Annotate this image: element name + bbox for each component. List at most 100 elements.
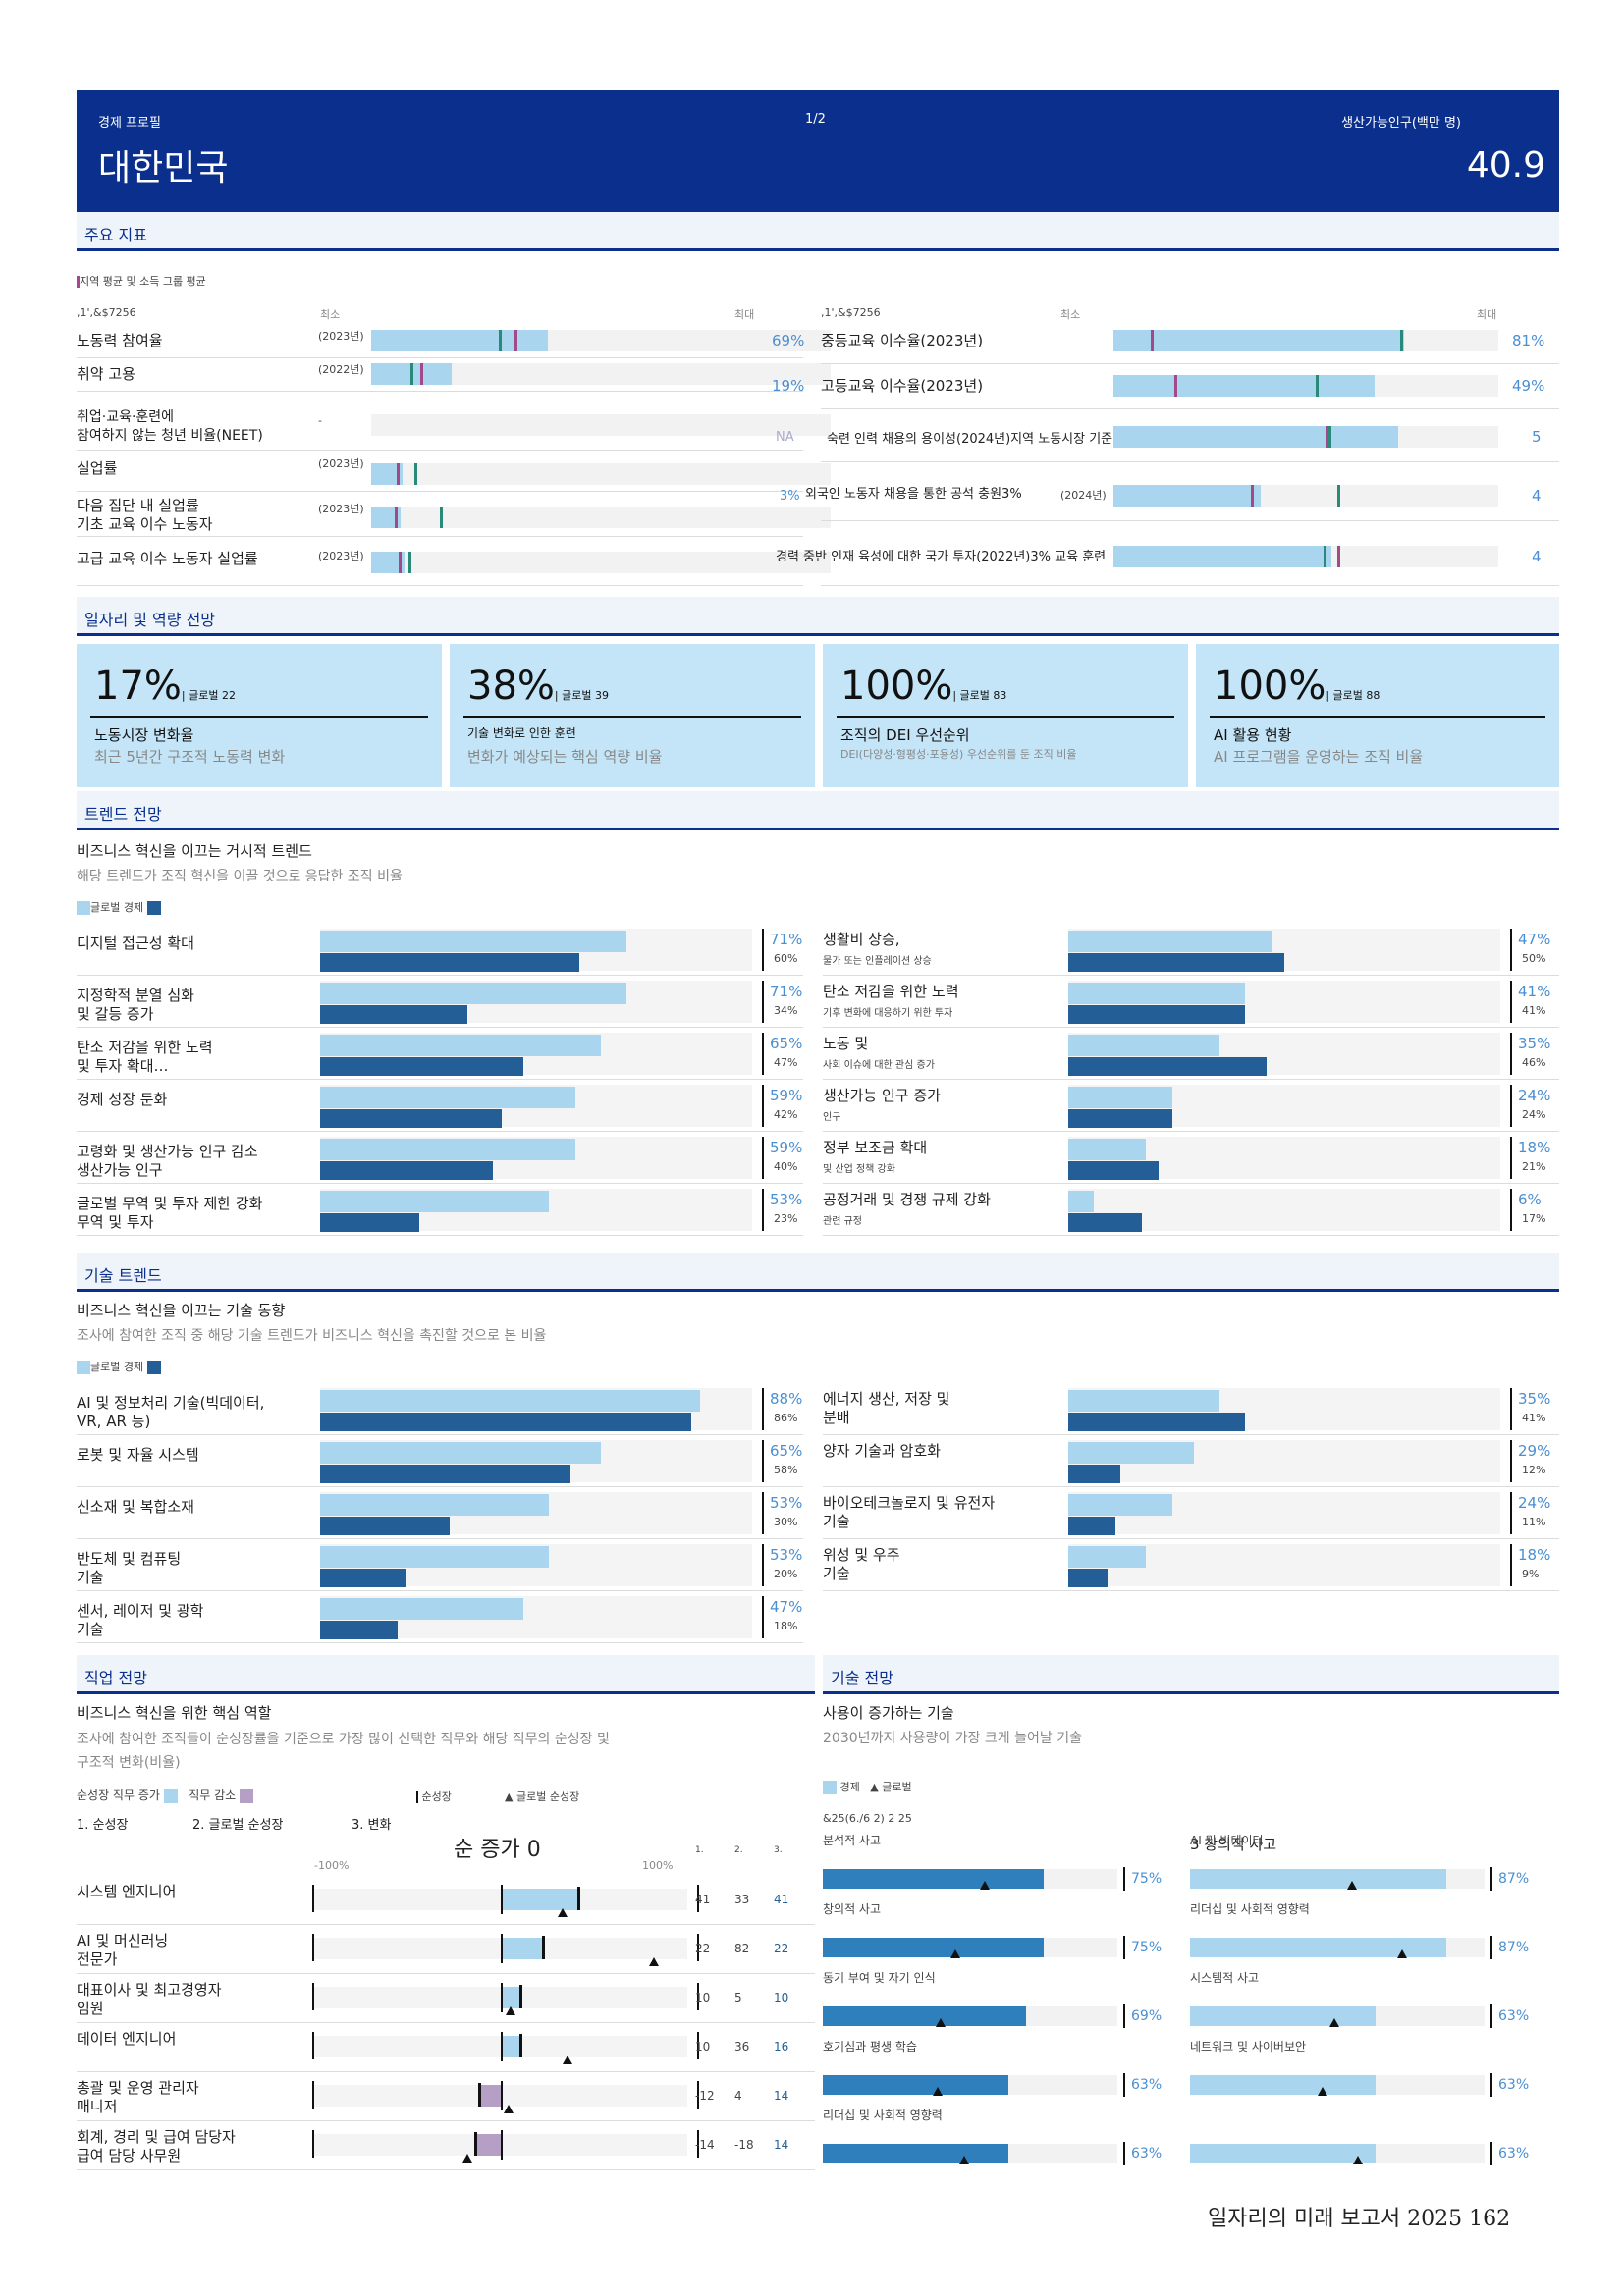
- axis-line: [1510, 1137, 1512, 1179]
- occupation-axis-title: 순 증가 0: [454, 1838, 541, 1862]
- trend-bar-bg: [1068, 1544, 1500, 1587]
- trend-bar-bg: [1068, 1189, 1500, 1232]
- card-value: 100%: [1214, 664, 1326, 709]
- trend-label: 에너지 생산, 저장 및 분배: [823, 1390, 950, 1426]
- global-bar: [1068, 1494, 1172, 1516]
- global-bar: [320, 1494, 550, 1516]
- skill-value: 69%: [1131, 2008, 1163, 2024]
- global-marker: [1353, 2156, 1363, 2164]
- indicator-value: 49%: [1512, 377, 1545, 395]
- indicator-year: (2023년): [318, 457, 364, 470]
- economy-value: 21%: [1522, 1160, 1546, 1173]
- trend-label: 노동 및: [823, 1035, 869, 1052]
- economy-bar: [1068, 1413, 1246, 1431]
- global-value: 65%: [770, 1442, 803, 1460]
- economy-bar: [320, 1569, 406, 1587]
- col-code-left: ,1',&$7256: [77, 306, 136, 319]
- global-marker: [959, 2156, 969, 2164]
- section-key-indicators: 주요 지표: [77, 212, 1559, 251]
- col-num-3: 3.: [774, 1845, 783, 1855]
- axis-line: [762, 1085, 764, 1127]
- col-num-2: 2.: [734, 1845, 743, 1855]
- trends-legend: 글로벌 경제: [77, 899, 161, 915]
- zero-line: [501, 2130, 503, 2160]
- indicator-bar: [1113, 485, 1498, 507]
- net-marker: [541, 1936, 545, 1959]
- indicator-value: 19%: [772, 377, 805, 395]
- global-value: 47%: [770, 1598, 803, 1616]
- economy-value: 9%: [1522, 1568, 1540, 1580]
- global-marker: [933, 2087, 943, 2096]
- axis-line: [1123, 1936, 1125, 1959]
- row-divider: [823, 1079, 1559, 1080]
- row-divider: [77, 2169, 815, 2170]
- occupation-col3: 3. 변화: [352, 1818, 392, 1833]
- axis-line: [1510, 1085, 1512, 1127]
- axis-line: [762, 981, 764, 1023]
- card-value: 17%: [94, 664, 182, 709]
- axis-line: [762, 1137, 764, 1179]
- row-divider: [77, 1183, 803, 1184]
- axis-line: [1510, 1492, 1512, 1534]
- skill-bar: [1190, 2144, 1376, 2163]
- global-value: 18%: [1518, 1546, 1551, 1564]
- net-bar: [501, 1987, 519, 2008]
- occupation-legend-global: ▲ 글로벌 순성장: [505, 1790, 580, 1803]
- axis-line: [762, 1033, 764, 1075]
- economy-bar: [320, 1213, 420, 1232]
- axis-left: [312, 2130, 314, 2158]
- occupation-c1: 22: [695, 1942, 711, 1955]
- axis-line: [1490, 2142, 1492, 2165]
- net-marker: [478, 2083, 482, 2107]
- axis-left: [312, 1934, 314, 1961]
- trend-label: AI 및 정보처리 기술(빅데이터, VR, AR 등): [77, 1394, 265, 1430]
- trend-label: 탄소 저감을 위한 노력 및 투자 확대…: [77, 1039, 213, 1075]
- row-divider: [77, 1486, 803, 1487]
- skill-label: 시스템적 사고: [1190, 1971, 1260, 1985]
- indicator-bar: [371, 507, 831, 528]
- net-bar: [501, 2036, 519, 2057]
- card-label: 기술 변화로 인한 훈련: [467, 726, 576, 740]
- card-skill-training: 38%| 글로벌 39 기술 변화로 인한 훈련 변화가 예상되는 핵심 역량 …: [450, 644, 815, 787]
- net-bar: [474, 2134, 501, 2156]
- global-marker: [505, 2006, 515, 2015]
- indicator-legend: 지역 평균 및 소득 그룹 평균: [77, 273, 206, 289]
- trend-sublabel: 및 산업 정책 강화: [823, 1164, 895, 1175]
- economy-bar: [1068, 1213, 1142, 1232]
- axis-line: [1490, 1936, 1492, 1959]
- global-bar: [1068, 1087, 1172, 1108]
- trend-label: 센서, 레이저 및 광학 기술: [77, 1602, 204, 1638]
- economy-bar: [320, 953, 579, 972]
- card-label: AI 활용 현황: [1214, 726, 1292, 744]
- indicators-right: 중등교육 이수율(2023년) 81% 고등교육 이수율(2023년) 49% …: [776, 328, 1559, 593]
- country-title: 대한민국: [98, 148, 229, 188]
- axis-left: [312, 2081, 314, 2109]
- axis-line: [762, 1189, 764, 1231]
- global-value: 24%: [1518, 1087, 1551, 1104]
- card-desc: AI 프로그램을 운영하는 조직 비율: [1214, 748, 1424, 766]
- skills-chart: 분석적 사고 75% 창의적 사고 75% 동기 부여 및 자기 인식 69% 호기심과 평…: [823, 1832, 1559, 2185]
- global-bar: [1068, 1035, 1219, 1056]
- indicator-year: (2024년): [1060, 489, 1107, 502]
- indicator-label: 실업률: [77, 459, 118, 477]
- economy-value: 40%: [774, 1160, 798, 1173]
- economy-value: 24%: [1522, 1108, 1546, 1121]
- row-divider: [77, 1538, 803, 1539]
- global-value: 53%: [770, 1494, 803, 1512]
- trend-bar-bg: [1068, 1137, 1500, 1180]
- section-trends: 트렌드 전망: [77, 791, 1559, 830]
- metric-label: 생산가능인구(백만 명): [1341, 116, 1461, 131]
- indicator-year: (2023년): [318, 330, 364, 343]
- col-code-right: ,1',&$7256: [821, 306, 881, 319]
- zero-line: [501, 2081, 503, 2110]
- row-divider: [823, 1486, 1559, 1487]
- global-bar: [320, 1035, 601, 1056]
- trend-label: 위성 및 우주 기술: [823, 1546, 900, 1582]
- indicator-year: (2023년): [318, 550, 364, 562]
- occupation-c3: 14: [774, 2138, 789, 2152]
- occupation-label: 총괄 및 운영 관리자 매니저: [77, 2079, 199, 2115]
- skill-value: 75%: [1131, 1871, 1163, 1887]
- economy-bar: [320, 1465, 571, 1483]
- axis-line: [1510, 1189, 1512, 1231]
- skill-bar: [823, 2006, 1026, 2026]
